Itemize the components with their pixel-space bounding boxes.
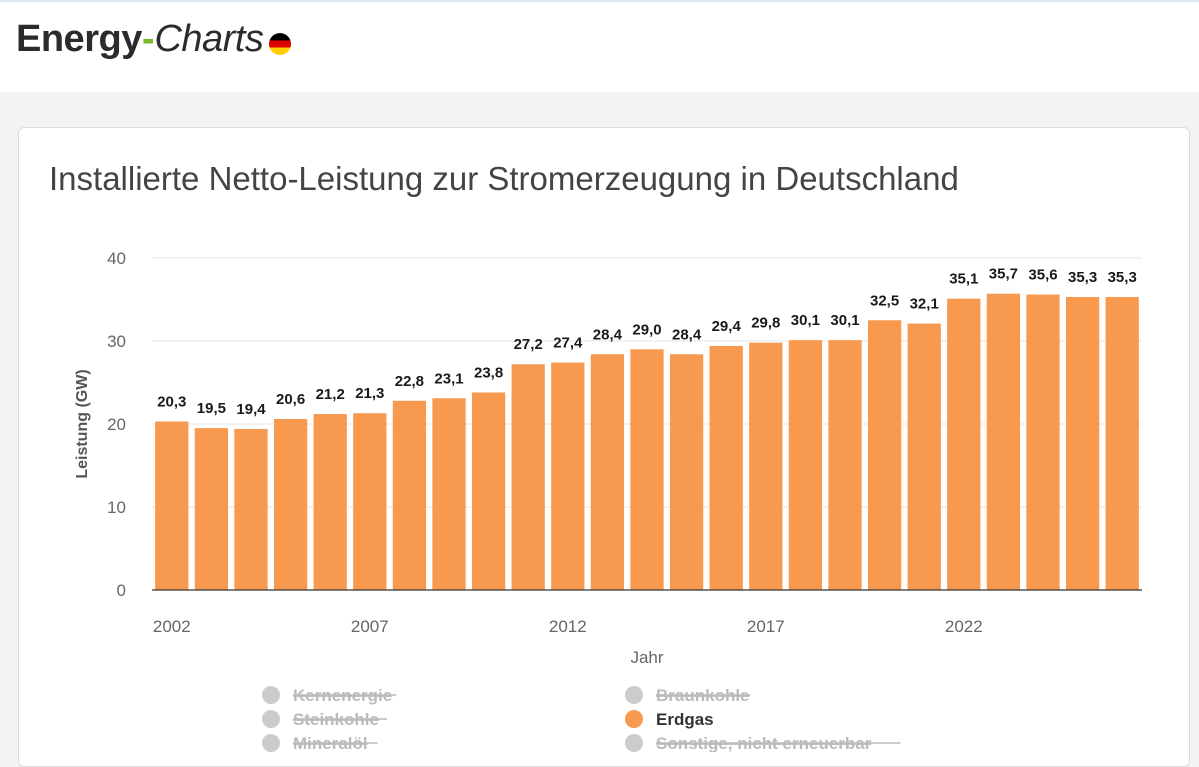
data-label-2007: 21,3	[355, 385, 384, 402]
bar-2006[interactable]	[313, 414, 347, 590]
data-label-2016: 29,4	[712, 318, 742, 335]
data-label-2010: 23,8	[474, 364, 503, 381]
data-label-2015: 28,4	[672, 326, 702, 343]
data-label-2024: 35,6	[1028, 267, 1057, 284]
top-bar: Energy-Charts	[0, 0, 1199, 92]
data-label-2023: 35,7	[989, 266, 1018, 283]
data-label-2021: 32,1	[910, 296, 939, 313]
bar-2020[interactable]	[867, 320, 902, 590]
y-tick-label-10: 10	[107, 498, 126, 517]
y-tick-label-0: 0	[117, 581, 126, 600]
data-label-2025: 35,3	[1068, 269, 1097, 286]
y-tick-label-40: 40	[107, 249, 126, 268]
data-label-2020: 32,5	[870, 292, 899, 309]
bar-2024[interactable]	[1026, 294, 1060, 590]
legend-dot-sonstige-nicht-erneuerbar[interactable]	[625, 734, 643, 752]
bar-2012[interactable]	[551, 362, 585, 590]
data-label-2014: 29,0	[632, 321, 661, 338]
x-tick-label-2012: 2012	[549, 617, 587, 636]
legend-dot-mineralöl[interactable]	[262, 734, 280, 752]
bar-2007[interactable]	[353, 413, 387, 590]
data-label-2009: 23,1	[434, 370, 463, 387]
legend-dot-steinkohle[interactable]	[262, 710, 280, 728]
data-label-2011: 27,2	[514, 336, 543, 353]
bar-2008[interactable]	[392, 400, 427, 590]
data-label-2006: 21,2	[316, 386, 345, 403]
bar-2009[interactable]	[432, 398, 466, 590]
logo-dash: -	[141, 18, 155, 60]
data-label-2019: 30,1	[830, 312, 859, 329]
bar-2025[interactable]	[1065, 297, 1100, 590]
logo-text-energy: Energy	[16, 18, 142, 60]
x-tick-label-2007: 2007	[351, 617, 389, 636]
legend-item-erdgas[interactable]: Erdgas	[656, 710, 714, 729]
y-tick-label-30: 30	[107, 332, 126, 351]
x-tick-label-2002: 2002	[153, 617, 191, 636]
legend-dot-erdgas[interactable]	[625, 710, 643, 728]
data-label-2005: 20,6	[276, 391, 305, 408]
bar-2018[interactable]	[788, 340, 823, 590]
bar-2002[interactable]	[155, 421, 189, 590]
bar-2011[interactable]	[511, 364, 545, 590]
data-label-2017: 29,8	[751, 315, 780, 332]
bar-2005[interactable]	[273, 419, 308, 590]
bar-2022[interactable]	[947, 298, 981, 590]
bar-2003[interactable]	[194, 428, 229, 590]
data-label-2003: 19,5	[197, 400, 226, 417]
legend-dot-braunkohle[interactable]	[625, 686, 643, 704]
data-label-2018: 30,1	[791, 312, 820, 329]
bar-2016[interactable]	[709, 345, 743, 590]
bar-2015[interactable]	[669, 354, 704, 590]
chart-title: Installierte Netto-Leistung zur Stromerz…	[49, 160, 959, 197]
data-label-2012: 27,4	[553, 335, 583, 352]
data-label-2002: 20,3	[157, 394, 186, 411]
legend-dot-kernenergie[interactable]	[262, 686, 280, 704]
bar-2010[interactable]	[471, 392, 506, 590]
y-axis-title: Leistung (GW)	[74, 369, 91, 478]
bar-2019[interactable]	[828, 340, 862, 590]
data-label-2013: 28,4	[593, 326, 623, 343]
bar-2023[interactable]	[986, 293, 1021, 590]
germany-flag-icon	[269, 33, 292, 55]
bar-2004[interactable]	[234, 428, 268, 590]
bar-2026[interactable]	[1105, 297, 1139, 590]
y-tick-label-20: 20	[107, 415, 126, 434]
bar-2021[interactable]	[907, 323, 941, 590]
bar-2017[interactable]	[749, 342, 783, 590]
x-axis-title: Jahr	[630, 648, 663, 667]
energy-charts-logo[interactable]: Energy-Charts	[16, 16, 292, 62]
x-tick-label-2022: 2022	[945, 617, 983, 636]
data-label-2022: 35,1	[949, 271, 978, 288]
data-label-2008: 22,8	[395, 373, 424, 390]
bar-2013[interactable]	[590, 354, 625, 590]
bar-2014[interactable]	[630, 349, 664, 590]
x-tick-label-2017: 2017	[747, 617, 785, 636]
logo-text-charts: Charts	[154, 18, 264, 60]
data-label-2026: 35,3	[1108, 269, 1137, 286]
data-label-2004: 19,4	[236, 401, 266, 418]
